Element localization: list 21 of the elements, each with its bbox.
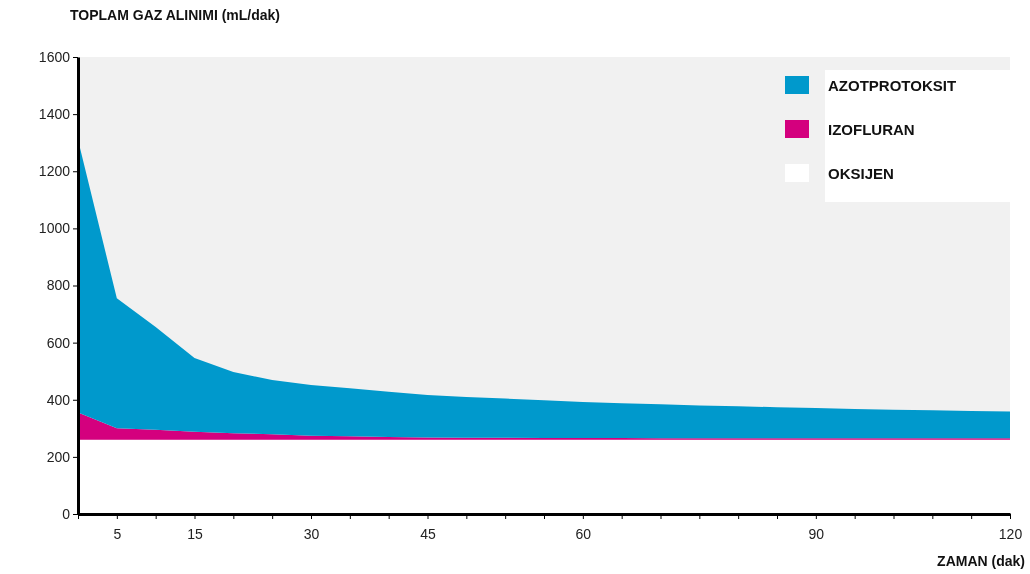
y-tick-label: 800	[46, 277, 71, 294]
x-tick-label: 60	[575, 525, 592, 542]
y-axis-title: TOPLAM GAZ ALINIMI (mL/dak)	[70, 7, 280, 23]
x-tick-label: 120	[998, 525, 1023, 542]
x-tick-label: 5	[113, 525, 122, 542]
y-tick-label: 0	[62, 505, 71, 522]
x-tick-label: 90	[808, 525, 825, 542]
x-tick-label: 30	[303, 525, 320, 542]
y-tick-label: 1200	[38, 163, 71, 180]
x-tick-label: 45	[420, 525, 436, 542]
legend-label: OKSIJEN	[828, 165, 894, 182]
y-tick-label: 1000	[38, 220, 71, 237]
y-tick-label: 400	[46, 391, 71, 408]
x-tick-label: 15	[187, 525, 203, 542]
y-tick-label: 600	[46, 334, 71, 351]
y-tick-label: 1400	[38, 106, 71, 123]
legend-label: IZOFLURAN	[828, 121, 915, 138]
legend-label: AZOTPROTOKSIT	[828, 77, 957, 94]
x-axis-title: ZAMAN (dak)	[937, 553, 1025, 569]
y-tick-label: 1600	[38, 48, 71, 65]
y-tick-label: 200	[46, 448, 71, 465]
